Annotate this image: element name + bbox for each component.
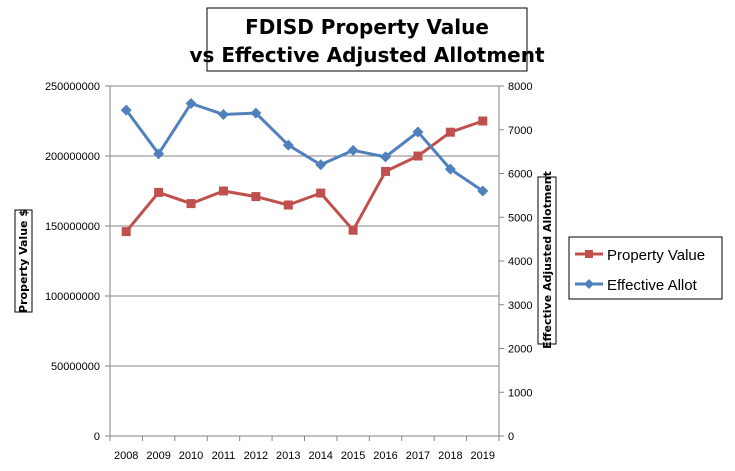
data-point bbox=[412, 126, 424, 138]
data-point bbox=[316, 188, 326, 198]
data-point bbox=[283, 200, 293, 210]
x-tick-label: 2008 bbox=[114, 450, 138, 462]
x-tick-label: 2014 bbox=[308, 450, 332, 462]
data-point bbox=[348, 225, 358, 235]
legend: Property Value Effective Allot bbox=[568, 236, 723, 300]
right-tick-label: 3000 bbox=[508, 300, 532, 312]
data-point bbox=[413, 151, 423, 161]
legend-box bbox=[568, 236, 723, 300]
series-layer bbox=[120, 98, 489, 237]
data-point bbox=[478, 116, 488, 126]
data-point bbox=[186, 199, 196, 209]
data-point bbox=[381, 166, 391, 176]
legend-marker-property-value bbox=[585, 250, 593, 258]
left-tick-label: 250000000 bbox=[45, 81, 100, 93]
left-axis-title-group: Property Value $ bbox=[14, 209, 33, 313]
right-tick-label: 1000 bbox=[508, 387, 532, 399]
series-property-value bbox=[121, 116, 488, 237]
left-tick-label: 200000000 bbox=[45, 151, 100, 163]
right-tick-label: 0 bbox=[508, 431, 514, 443]
left-axis-title-box bbox=[14, 209, 33, 313]
data-point bbox=[477, 185, 489, 197]
left-tick-label: 150000000 bbox=[45, 221, 100, 233]
right-axis-ticks: 0 1000 2000 3000 4000 5000 6000 7000 8000 bbox=[499, 81, 532, 443]
data-point bbox=[282, 139, 294, 151]
data-point bbox=[218, 186, 228, 196]
right-axis-title-group: Effective Adjusted Allotment bbox=[537, 171, 557, 349]
data-point bbox=[121, 227, 131, 237]
data-point bbox=[347, 144, 359, 156]
series-effective-allot bbox=[120, 98, 489, 197]
data-point bbox=[153, 148, 165, 160]
right-axis-title-box bbox=[537, 176, 557, 345]
x-tick-label: 2015 bbox=[341, 450, 365, 462]
x-axis-ticks: 2008 2009 2010 2011 2012 2013 2014 2015 2016 2017… bbox=[109, 436, 500, 462]
legend-label-effective-allot: Effective Allot bbox=[607, 277, 698, 294]
chart-title-line1: FDISD Property Value bbox=[245, 15, 489, 39]
x-tick-label: 2018 bbox=[438, 450, 462, 462]
right-tick-label: 4000 bbox=[508, 256, 532, 268]
data-point bbox=[380, 151, 392, 163]
right-tick-label: 2000 bbox=[508, 344, 532, 356]
x-tick-label: 2012 bbox=[244, 450, 268, 462]
x-tick-label: 2016 bbox=[373, 450, 397, 462]
gridlines bbox=[110, 85, 499, 367]
left-tick-label: 100000000 bbox=[45, 291, 100, 303]
x-tick-label: 2011 bbox=[212, 450, 236, 462]
series-line bbox=[125, 102, 484, 193]
left-tick-label: 0 bbox=[94, 431, 100, 443]
legend-label-property-value: Property Value bbox=[607, 247, 705, 264]
left-axis-title: Property Value $ bbox=[17, 209, 30, 313]
x-tick-label: 2009 bbox=[146, 450, 170, 462]
x-tick-label: 2017 bbox=[406, 450, 430, 462]
x-tick-label: 2010 bbox=[179, 450, 203, 462]
series-line bbox=[125, 119, 484, 233]
right-tick-label: 6000 bbox=[508, 169, 532, 181]
right-tick-label: 8000 bbox=[508, 81, 532, 93]
data-point bbox=[154, 187, 164, 197]
right-tick-label: 7000 bbox=[508, 125, 532, 137]
data-point bbox=[445, 127, 455, 137]
right-tick-label: 5000 bbox=[508, 212, 532, 224]
x-tick-label: 2013 bbox=[276, 450, 300, 462]
legend-marker-effective-allot bbox=[584, 279, 594, 289]
data-point bbox=[251, 192, 261, 202]
title-box bbox=[206, 7, 528, 72]
x-tick-label: 2019 bbox=[471, 450, 495, 462]
data-point bbox=[444, 163, 456, 175]
data-point bbox=[315, 159, 327, 171]
data-point bbox=[120, 104, 132, 116]
data-point bbox=[250, 107, 262, 119]
data-point bbox=[185, 98, 197, 109]
data-point bbox=[217, 108, 229, 120]
chart-title-line2: vs Effective Adjusted Allotment bbox=[189, 43, 544, 67]
right-axis-title: Effective Adjusted Allotment bbox=[541, 171, 554, 349]
left-tick-label: 50000000 bbox=[51, 361, 100, 373]
left-axis-ticks: 0 50000000 100000000 150000000 200000000 2500… bbox=[45, 81, 110, 443]
